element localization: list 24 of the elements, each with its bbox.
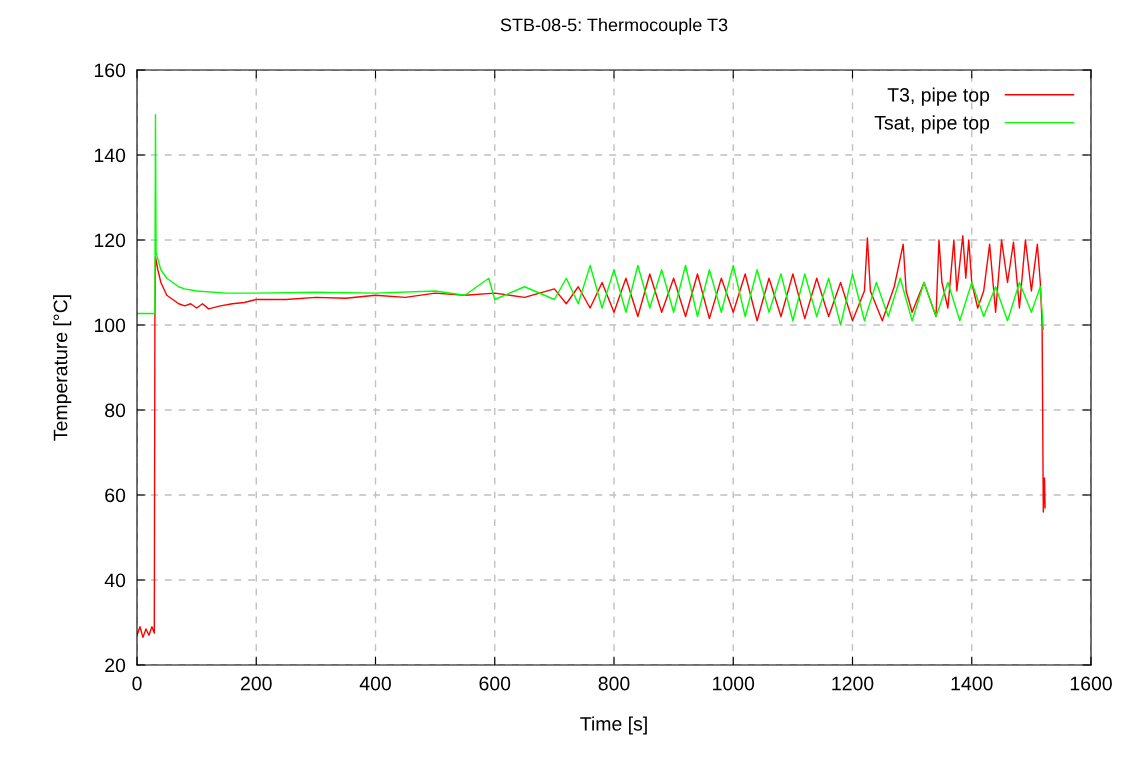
line-series <box>137 113 1044 330</box>
y-tick-label: 60 <box>105 488 126 503</box>
legend-label: Tsat, pipe top <box>874 115 990 134</box>
x-tick-label: 1000 <box>713 676 755 691</box>
y-tick-label: 140 <box>94 148 126 163</box>
y-tick-label: 100 <box>94 318 126 333</box>
y-tick-label: 40 <box>104 573 126 588</box>
y-tick-label: 120 <box>94 233 126 248</box>
x-axis-title: Time [s] <box>580 716 647 735</box>
x-tick-label: 600 <box>479 676 511 691</box>
x-tick-label: 1200 <box>832 676 874 691</box>
chart-title: STB-08-5: Thermocouple T3 <box>500 18 728 35</box>
line-series <box>137 235 1046 639</box>
x-tick-label: 200 <box>241 676 272 691</box>
x-tick-label: 1600 <box>1070 676 1112 691</box>
legend-label: T3, pipe top <box>887 87 990 106</box>
x-tick-label: 800 <box>598 676 630 691</box>
x-tick-label: 400 <box>359 676 391 691</box>
y-tick-label: 80 <box>105 403 126 418</box>
x-tick-label: 0 <box>132 676 142 691</box>
y-tick-label: 20 <box>105 658 126 673</box>
y-axis-title: Temperature [°C] <box>53 295 72 441</box>
x-tick-label: 1400 <box>951 676 993 691</box>
y-tick-label: 160 <box>94 63 126 78</box>
